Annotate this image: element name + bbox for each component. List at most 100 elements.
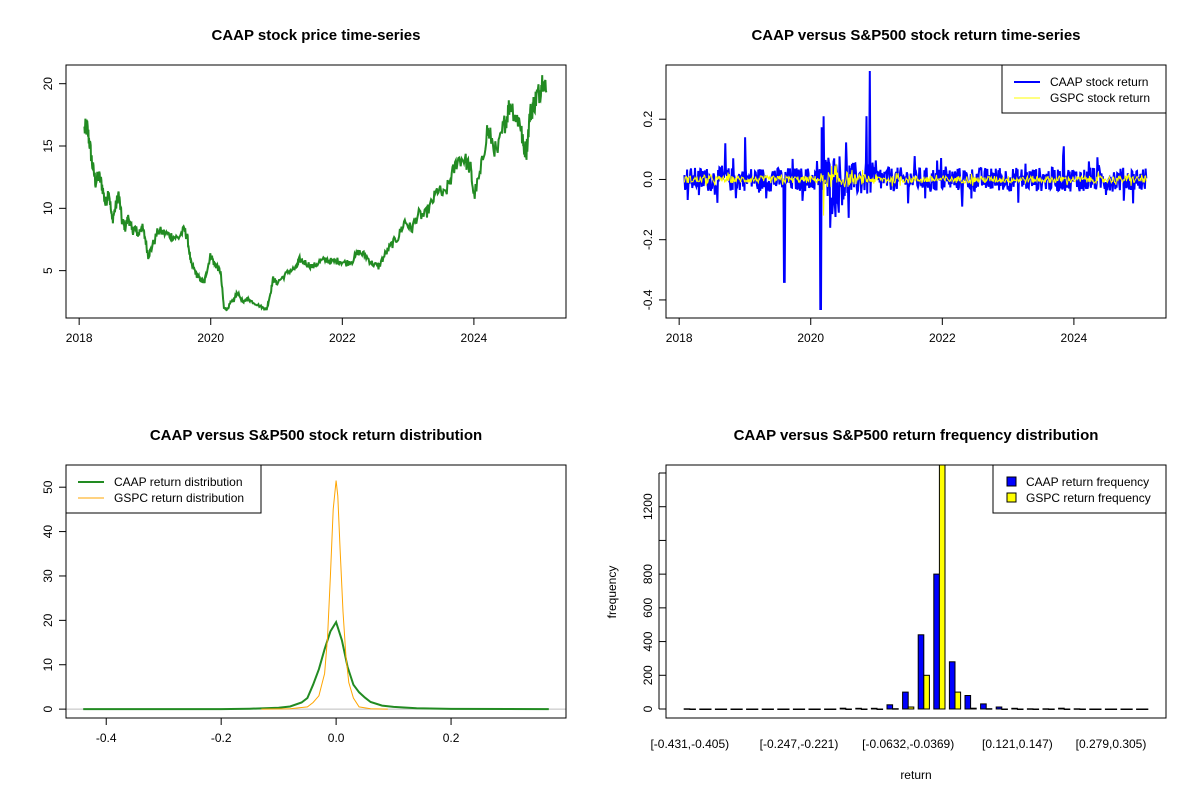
- gspc-frequency-bar: [798, 708, 806, 710]
- gspc-frequency-bar: [782, 708, 790, 710]
- caap-frequency-bar: [964, 695, 972, 710]
- gspc-frequency-bar: [814, 708, 821, 710]
- gspc-frequency-bar: [923, 674, 930, 710]
- gspc-return-line: [683, 163, 1147, 216]
- gspc-frequency-bar: [751, 708, 759, 710]
- caap-frequency-bar: [808, 708, 816, 710]
- gspc-frequency-bar: [720, 708, 728, 710]
- caap-frequency-bar: [699, 708, 706, 710]
- caap-frequency-bar: [1136, 708, 1143, 710]
- y-tick-label: 10: [41, 201, 55, 215]
- legend-label-caap: CAAP return distribution: [114, 475, 243, 489]
- caap-return-line: [683, 70, 1148, 310]
- caap-frequency-bar: [746, 708, 753, 710]
- y-tick-label: 15: [41, 139, 55, 153]
- legend-box: [1001, 64, 1167, 114]
- caap-frequency-bar: [1089, 708, 1096, 710]
- y-tick-label: 10: [41, 658, 55, 672]
- legend-box: [992, 464, 1167, 514]
- gspc-frequency-bar: [1032, 708, 1040, 710]
- gspc-frequency-bar: [689, 708, 696, 710]
- x-tick-label: 0.2: [443, 731, 460, 745]
- x-tick-label: 2020: [197, 331, 224, 345]
- legend-box: [65, 464, 262, 514]
- caap-frequency-bar: [933, 573, 940, 710]
- y-tick-label: 0.0: [641, 171, 655, 188]
- legend-label-gspc: GSPC stock return: [1050, 91, 1150, 105]
- histogram-x-label: return: [900, 768, 931, 782]
- legend-label-gspc: GSPC return frequency: [1026, 491, 1151, 505]
- x-tick-label: 2018: [66, 331, 93, 345]
- y-tick-label: 5: [41, 267, 55, 274]
- density-title: CAAP versus S&P500 stock return distribu…: [150, 427, 482, 444]
- y-tick-label: -0.2: [641, 229, 655, 250]
- caap-frequency-bar: [1120, 708, 1128, 710]
- x-tick-label: 2020: [797, 331, 824, 345]
- gspc-frequency-bar: [1001, 708, 1008, 710]
- gspc-frequency-bar: [860, 708, 868, 710]
- price-chart-title: CAAP stock price time-series: [212, 27, 421, 44]
- caap-frequency-bar: [683, 708, 691, 710]
- x-tick-label: [-0.431,-0.405): [650, 737, 729, 751]
- density-legend: CAAP return distribution GSPC return dis…: [65, 464, 262, 514]
- y-tick-label: 400: [641, 631, 655, 651]
- y-tick-label: 50: [41, 480, 55, 494]
- x-tick-label: [-0.247,-0.221): [760, 737, 839, 751]
- x-tick-label: [-0.0632,-0.0369): [862, 737, 954, 751]
- y-tick-label: 800: [641, 564, 655, 584]
- price-plot-box: [65, 64, 567, 319]
- histogram-title: CAAP versus S&P500 return frequency dist…: [734, 427, 1099, 444]
- gspc-frequency-bar: [938, 464, 946, 710]
- caap-frequency-bar: [1058, 707, 1065, 710]
- x-tick-label: 2018: [666, 331, 693, 345]
- histogram-y-label: frequency: [605, 566, 619, 619]
- x-tick-label: 0.0: [328, 731, 345, 745]
- density-panel: CAAP versus S&P500 stock return distribu…: [41, 427, 567, 745]
- legend-label-caap: CAAP return frequency: [1026, 475, 1149, 489]
- caap-frequency-bar: [1026, 708, 1034, 710]
- x-tick-label: [0.279,0.305): [1076, 737, 1147, 751]
- histogram-panel: CAAP versus S&P500 return frequency dist…: [605, 427, 1167, 782]
- gspc-frequency-bar: [1110, 708, 1118, 710]
- gspc-density-line: [261, 480, 388, 710]
- gspc-frequency-bar: [736, 708, 743, 710]
- y-tick-label: 20: [41, 613, 55, 627]
- gspc-frequency-bar: [907, 706, 915, 710]
- caap-frequency-bar: [1042, 708, 1050, 710]
- caap-frequency-bar: [1011, 707, 1018, 710]
- caap-frequency-bar: [792, 708, 800, 710]
- x-tick-label: 2022: [329, 331, 356, 345]
- caap-frequency-bar: [1073, 708, 1081, 710]
- caap-frequency-bar: [730, 708, 738, 710]
- y-tick-label: 0.2: [641, 111, 655, 128]
- gspc-frequency-bar: [1063, 708, 1071, 710]
- legend-key-gspc: [1006, 492, 1017, 503]
- gspc-frequency-bar: [876, 708, 884, 710]
- price-series-line: [83, 75, 548, 312]
- y-tick-label: 30: [41, 569, 55, 583]
- x-tick-label: 2024: [461, 331, 488, 345]
- histogram-legend: CAAP return frequency GSPC return freque…: [992, 464, 1167, 514]
- y-tick-label: 200: [641, 665, 655, 685]
- returns-ts-panel: CAAP versus S&P500 stock return time-ser…: [641, 27, 1167, 345]
- caap-frequency-bar: [839, 707, 847, 710]
- x-tick-label: -0.2: [211, 731, 232, 745]
- x-tick-label: [0.121,0.147): [982, 737, 1053, 751]
- gspc-frequency-bar: [985, 708, 993, 710]
- caap-frequency-bar: [1104, 708, 1112, 710]
- caap-frequency-bar: [995, 706, 1003, 710]
- gspc-frequency-bar: [970, 707, 977, 710]
- gspc-frequency-bar: [1126, 708, 1133, 710]
- gspc-frequency-bar: [845, 708, 852, 710]
- legend-label-gspc: GSPC return distribution: [114, 491, 244, 505]
- x-tick-label: -0.4: [96, 731, 117, 745]
- x-tick-label: 2022: [929, 331, 956, 345]
- gspc-frequency-bar: [892, 708, 899, 710]
- price-chart-panel: CAAP stock price time-series 2018 2020 202…: [41, 27, 567, 345]
- returns-ts-legend: CAAP stock return GSPC stock return: [1001, 64, 1167, 114]
- y-tick-label: 1200: [641, 493, 655, 520]
- caap-frequency-bar: [855, 707, 862, 710]
- caap-frequency-bar: [948, 661, 956, 710]
- legend-label-caap: CAAP stock return: [1050, 75, 1148, 89]
